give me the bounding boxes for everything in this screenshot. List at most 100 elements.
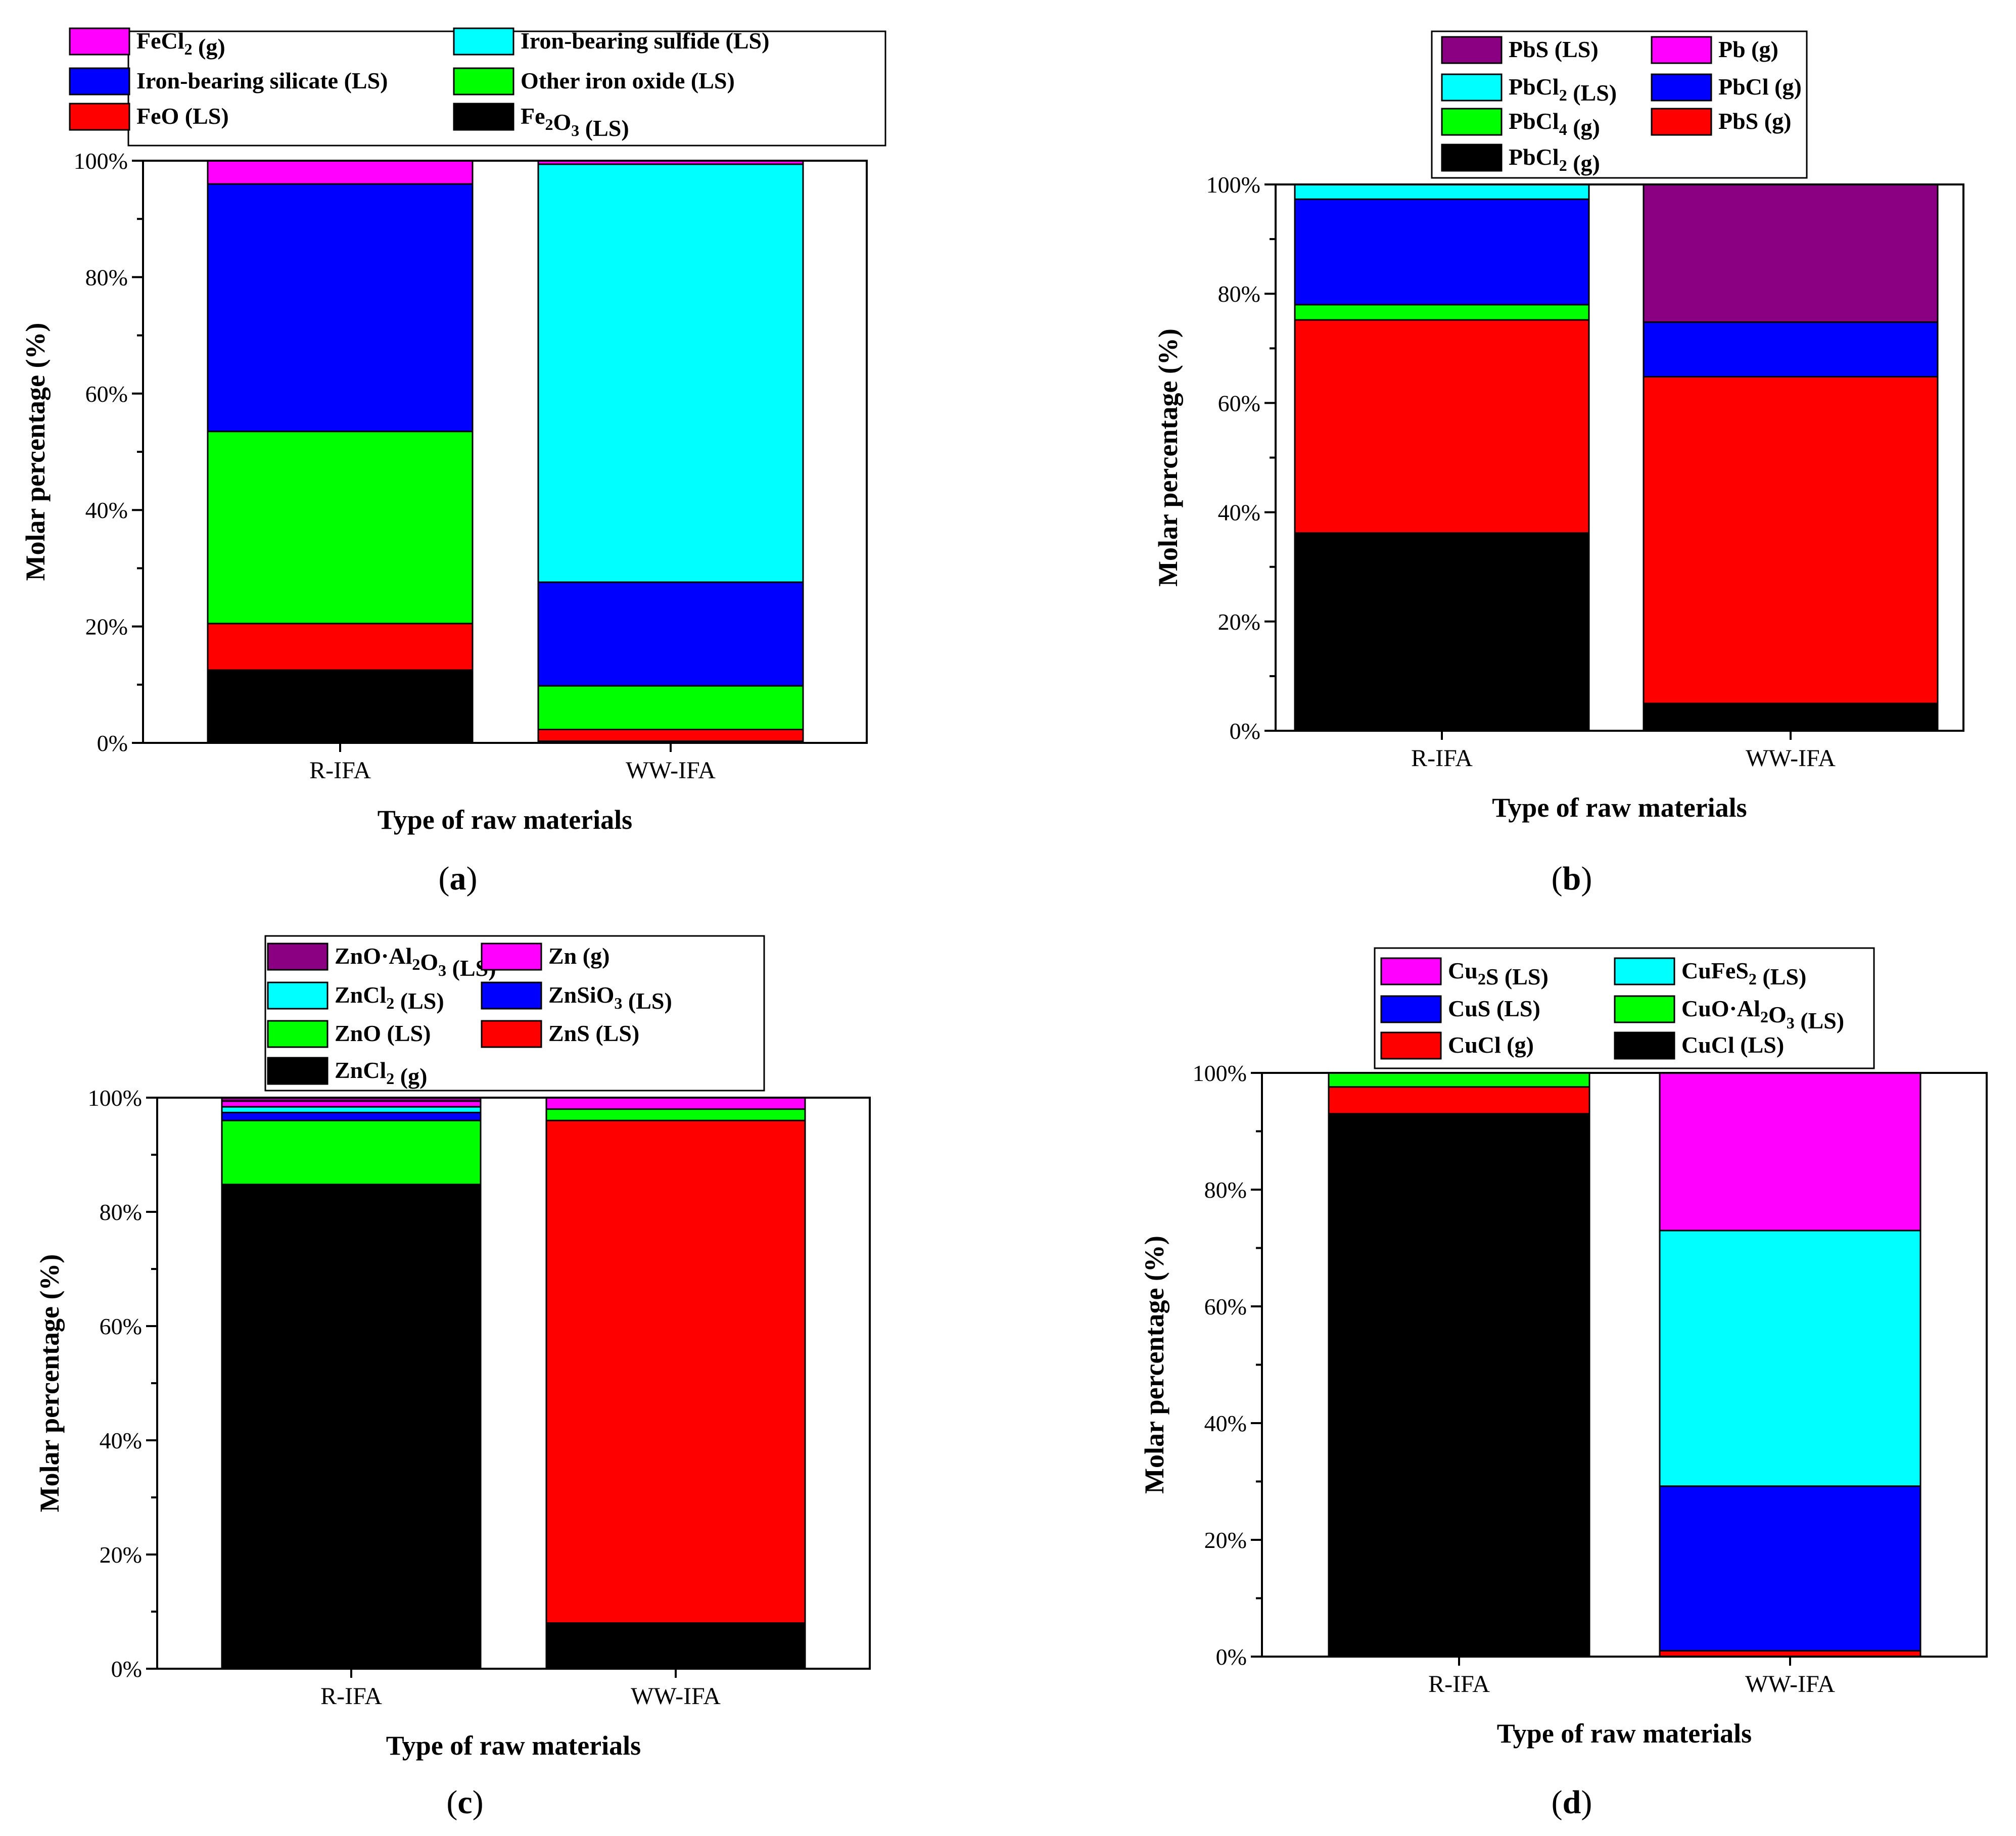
y-tick-label: 60% (1204, 1294, 1247, 1320)
x-axis-title: Type of raw materials (386, 1730, 641, 1761)
legend-label-zno-ls: ZnO (LS) (335, 1020, 431, 1046)
bar-r-ifa-feo-ls (207, 623, 474, 671)
panel-label: (c) (446, 1784, 483, 1821)
chart-panel-c: 0% 20% 40% 60% 80% 100% R-IFA WW-IFA Type of raw… (34, 935, 871, 1821)
bar-ww-ifa-iron-bearing-silicate-ls (537, 581, 804, 687)
bar-r-ifa-pbcl-g (1294, 198, 1590, 306)
legend-label-zncl2-g: ZnCl2 (g) (335, 1057, 427, 1089)
legend-label-pbcl-g: PbCl (g) (1718, 74, 1802, 100)
y-tick-label: 60% (85, 381, 128, 407)
y-tick-label: 100% (88, 1085, 142, 1111)
bar-ww-ifa-pbcl-g (1643, 321, 1939, 378)
y-tick-label: 100% (1206, 172, 1260, 198)
legend-label-pbcl2-ls: PbCl2 (LS) (1509, 74, 1617, 106)
legend-label-zncl2-ls: ZnCl2 (LS) (335, 982, 444, 1014)
bar-r-ifa-other-iron-oxide-ls (207, 431, 474, 625)
legend-label-cucl-ls: CuCl (LS) (1681, 1032, 1784, 1058)
y-axis-title: Molar percentage (%) (20, 323, 51, 581)
x-axis-title: Type of raw materials (378, 805, 632, 835)
legend-swatch-pbcl2-ls (1441, 73, 1503, 102)
bar-r-ifa-fe2o3-ls (207, 669, 474, 744)
y-axis-title: Molar percentage (%) (34, 1254, 65, 1513)
bar-ww-ifa-zn-g (545, 1097, 806, 1110)
panel-label: (d) (1552, 1784, 1592, 1821)
legend-swatch-iron-bearing-silicate-ls (69, 67, 130, 96)
legend-label-fe2o3-ls: Fe2O3 (LS) (521, 103, 629, 141)
y-tick-label: 100% (74, 148, 128, 174)
bar-ww-ifa-feo-ls (537, 729, 804, 742)
x-tick-label: R-IFA (1428, 1671, 1490, 1698)
legend-swatch-zns-ls (481, 1020, 542, 1048)
x-tick-label: R-IFA (320, 1683, 382, 1710)
bar-r-ifa-zn-g (221, 1100, 482, 1108)
legend-label-other-iron-oxide-ls: Other iron oxide (LS) (521, 68, 735, 93)
legend-swatch-pbcl-g (1651, 73, 1712, 102)
legend-swatch-zncl2-g (267, 1057, 329, 1085)
y-tick-label: 100% (1193, 1060, 1247, 1086)
bar-ww-ifa-other-iron-oxide-ls (537, 685, 804, 731)
legend-label-pbs-g: PbS (g) (1718, 108, 1791, 134)
bar-ww-ifa-cufes2-ls (1659, 1230, 1921, 1487)
bar-r-ifa-zncl2-ls (221, 1106, 482, 1113)
legend-label-pb-g: Pb (g) (1718, 36, 1778, 62)
bar-r-ifa-pbcl2-ls (1294, 183, 1590, 200)
y-tick-label: 0% (97, 730, 128, 756)
legend-label-pbs-ls: PbS (LS) (1509, 36, 1599, 62)
x-tick-label: WW-IFA (1745, 1671, 1835, 1698)
legend-label-zns-ls: ZnS (LS) (548, 1020, 639, 1046)
bar-r-ifa-pbcl2-g (1294, 532, 1590, 732)
legend-swatch-pbcl2-g (1441, 144, 1503, 172)
y-tick-label: 20% (100, 1542, 142, 1568)
bar-r-ifa-zncl2-g (221, 1184, 482, 1670)
legend-label-cus-ls: CuS (LS) (1448, 996, 1540, 1021)
legend-swatch-iron-bearing-sulfide-ls (453, 27, 514, 56)
y-tick-label: 40% (1218, 500, 1260, 526)
legend-label-cucl-g: CuCl (g) (1448, 1032, 1534, 1058)
bar-ww-ifa-pbs-ls (1643, 183, 1939, 323)
legend-swatch-zn-g (481, 943, 542, 971)
y-tick-label: 80% (1218, 281, 1260, 307)
x-tick-label: WW-IFA (626, 757, 716, 784)
bar-r-ifa-cucl-ls (1328, 1113, 1590, 1658)
bar-r-ifa-znsio3-ls (221, 1111, 482, 1121)
legend-swatch-znsio3-ls (481, 981, 542, 1010)
bar-r-ifa-cucl-g (1328, 1086, 1590, 1115)
legend-swatch-fe2o3-ls (453, 103, 514, 131)
x-axis-title: Type of raw materials (1497, 1718, 1752, 1749)
legend-swatch-fecl2-g (69, 27, 130, 56)
bar-ww-ifa-iron-bearing-sulfide-ls (537, 163, 804, 583)
legend-swatch-cus-ls (1380, 995, 1442, 1023)
bar-r-ifa-pbcl4-g (1294, 304, 1590, 321)
bar-r-ifa-iron-bearing-silicate-ls (207, 183, 474, 433)
chart-panel-d: 0% 20% 40% 60% 80% 100% R-IFA WW-IFA Type of raw… (1139, 947, 1988, 1821)
legend-swatch-pbs-g (1651, 108, 1712, 136)
y-axis-title: Molar percentage (%) (1139, 1236, 1169, 1494)
bar-ww-ifa-pbcl2-g (1643, 702, 1939, 732)
bar-r-ifa-zno-ls (221, 1119, 482, 1186)
bar-r-ifa-cuo-al2o3-ls (1328, 1072, 1590, 1088)
legend-label-cuo-al2o3-ls: CuO·Al2O3 (LS) (1681, 996, 1844, 1033)
y-tick-label: 20% (85, 614, 128, 640)
y-tick-label: 20% (1204, 1527, 1247, 1553)
y-tick-label: 80% (100, 1199, 142, 1225)
y-tick-label: 80% (1204, 1177, 1247, 1203)
legend-label-cu2s-ls: Cu2S (LS) (1448, 958, 1549, 990)
bar-r-ifa-fecl2-g (207, 160, 474, 185)
x-tick-label: R-IFA (1411, 745, 1473, 772)
y-tick-label: 40% (85, 497, 128, 523)
legend: FeCl2 (g) Iron-bearing sulfide (LS) Iron-b… (69, 27, 886, 147)
y-axis-title: Molar percentage (%) (1153, 328, 1183, 587)
legend-swatch-zncl2-ls (267, 981, 329, 1010)
y-tick-label: 80% (85, 264, 128, 290)
y-tick-label: 40% (1204, 1410, 1247, 1436)
x-tick-label: WW-IFA (1746, 745, 1836, 772)
legend-swatch-cucl-g (1380, 1031, 1442, 1060)
legend-swatch-cucl-ls (1614, 1031, 1675, 1060)
bar-ww-ifa-zncl2-g (545, 1622, 806, 1670)
panel-label: (a) (439, 860, 478, 897)
bar-ww-ifa-zns-ls (545, 1119, 806, 1624)
bar-ww-ifa-cus-ls (1659, 1485, 1921, 1652)
legend-label-fecl2-g: FeCl2 (g) (136, 28, 225, 60)
legend-label-znsio3-ls: ZnSiO3 (LS) (548, 982, 672, 1014)
